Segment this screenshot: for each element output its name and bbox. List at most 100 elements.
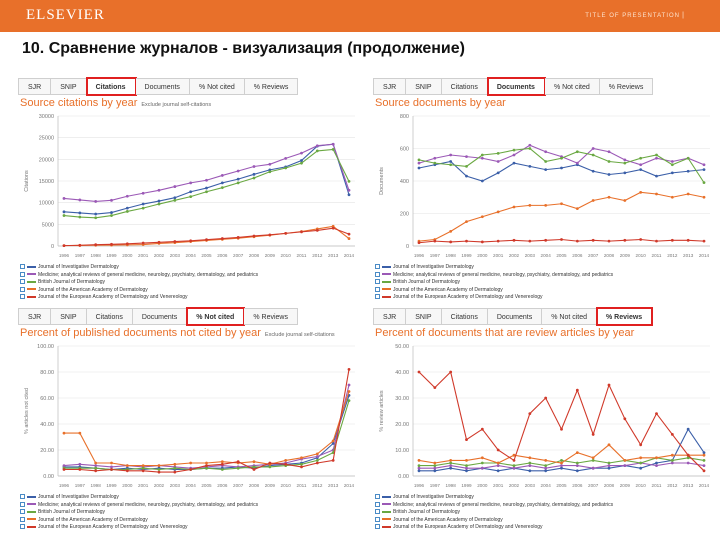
data-point[interactable]: [465, 438, 468, 441]
data-point[interactable]: [220, 468, 224, 471]
data-point[interactable]: [480, 461, 484, 465]
data-point[interactable]: [702, 459, 706, 462]
data-point[interactable]: [591, 466, 595, 470]
data-point[interactable]: [623, 171, 627, 175]
data-point[interactable]: [544, 203, 548, 207]
data-point[interactable]: [591, 459, 595, 462]
data-point[interactable]: [639, 190, 643, 194]
data-point[interactable]: [125, 469, 129, 473]
data-point[interactable]: [670, 163, 674, 167]
data-point[interactable]: [284, 459, 288, 462]
data-point[interactable]: [417, 459, 421, 462]
data-point[interactable]: [560, 166, 563, 170]
data-point[interactable]: [670, 160, 674, 163]
data-point[interactable]: [528, 412, 532, 415]
data-point[interactable]: [173, 185, 177, 188]
tab-documents[interactable]: Documents: [486, 77, 546, 96]
data-point[interactable]: [125, 464, 129, 467]
legend-checkbox-icon[interactable]: [375, 524, 380, 530]
data-point[interactable]: [528, 464, 532, 467]
data-point[interactable]: [560, 238, 563, 241]
legend-checkbox-icon[interactable]: [20, 279, 25, 285]
data-point[interactable]: [141, 466, 145, 470]
data-point[interactable]: [480, 456, 484, 460]
tab-not-cited[interactable]: % Not cited: [189, 78, 245, 95]
legend-item[interactable]: British Journal of Dermatology: [375, 279, 715, 287]
data-point[interactable]: [639, 456, 643, 460]
data-point[interactable]: [575, 150, 579, 154]
data-point[interactable]: [94, 466, 98, 470]
data-point[interactable]: [220, 237, 224, 240]
data-point[interactable]: [141, 202, 145, 206]
data-point[interactable]: [670, 171, 674, 175]
data-point[interactable]: [591, 433, 595, 436]
tab-not-cited[interactable]: % Not cited: [542, 308, 598, 325]
tab-reviews[interactable]: % Reviews: [596, 307, 654, 326]
data-point[interactable]: [496, 239, 500, 243]
data-point[interactable]: [417, 241, 421, 245]
data-point[interactable]: [655, 239, 658, 243]
data-point[interactable]: [496, 171, 500, 175]
data-point[interactable]: [496, 448, 500, 452]
data-point[interactable]: [284, 231, 288, 235]
data-point[interactable]: [544, 469, 548, 473]
data-point[interactable]: [236, 169, 240, 173]
data-point[interactable]: [496, 461, 500, 465]
legend-checkbox-icon[interactable]: [375, 264, 380, 270]
data-point[interactable]: [670, 433, 674, 436]
data-point[interactable]: [433, 469, 437, 473]
self-citations-checkbox[interactable]: Exclude journal self-citations: [264, 332, 335, 338]
series-line[interactable]: [418, 147, 705, 183]
data-point[interactable]: [433, 464, 437, 467]
data-point[interactable]: [560, 156, 563, 160]
data-point[interactable]: [173, 466, 177, 470]
data-point[interactable]: [607, 195, 611, 199]
data-point[interactable]: [252, 460, 256, 464]
legend-item[interactable]: Journal of the American Academy of Derma…: [20, 287, 360, 295]
data-point[interactable]: [220, 181, 224, 185]
data-point[interactable]: [575, 207, 579, 211]
legend-item[interactable]: British Journal of Dermatology: [375, 509, 715, 517]
data-point[interactable]: [591, 147, 595, 150]
data-point[interactable]: [220, 462, 224, 466]
data-point[interactable]: [544, 466, 548, 470]
data-point[interactable]: [173, 196, 177, 200]
data-point[interactable]: [110, 461, 113, 465]
data-point[interactable]: [575, 464, 579, 467]
tab-sjr[interactable]: SJR: [373, 78, 407, 95]
data-point[interactable]: [591, 199, 595, 202]
data-point[interactable]: [78, 198, 82, 202]
data-point[interactable]: [591, 238, 595, 242]
data-point[interactable]: [220, 460, 224, 464]
data-point[interactable]: [512, 238, 516, 242]
legend-item[interactable]: Medicine; analytical reviews of general …: [20, 272, 360, 280]
data-point[interactable]: [189, 461, 193, 465]
data-point[interactable]: [702, 453, 706, 457]
data-point[interactable]: [205, 464, 208, 467]
legend-checkbox-icon[interactable]: [375, 494, 380, 500]
data-point[interactable]: [480, 153, 484, 157]
data-point[interactable]: [702, 451, 706, 454]
data-point[interactable]: [300, 159, 303, 162]
data-point[interactable]: [623, 158, 627, 162]
data-point[interactable]: [268, 465, 272, 469]
series-line[interactable]: [64, 391, 350, 467]
data-point[interactable]: [465, 466, 468, 470]
data-point[interactable]: [315, 461, 319, 465]
data-point[interactable]: [465, 220, 468, 224]
tab-reviews[interactable]: % Reviews: [244, 308, 298, 325]
data-point[interactable]: [110, 465, 113, 469]
data-point[interactable]: [528, 147, 532, 150]
data-point[interactable]: [560, 427, 563, 431]
tab-snip[interactable]: SNIP: [406, 78, 442, 95]
data-point[interactable]: [252, 465, 256, 469]
legend-item[interactable]: British Journal of Dermatology: [20, 279, 360, 287]
data-point[interactable]: [655, 412, 658, 415]
data-point[interactable]: [236, 177, 240, 181]
data-point[interactable]: [639, 163, 643, 167]
data-point[interactable]: [449, 153, 453, 157]
data-point[interactable]: [205, 466, 208, 470]
data-point[interactable]: [544, 238, 548, 242]
data-point[interactable]: [125, 194, 129, 198]
data-point[interactable]: [173, 462, 177, 466]
